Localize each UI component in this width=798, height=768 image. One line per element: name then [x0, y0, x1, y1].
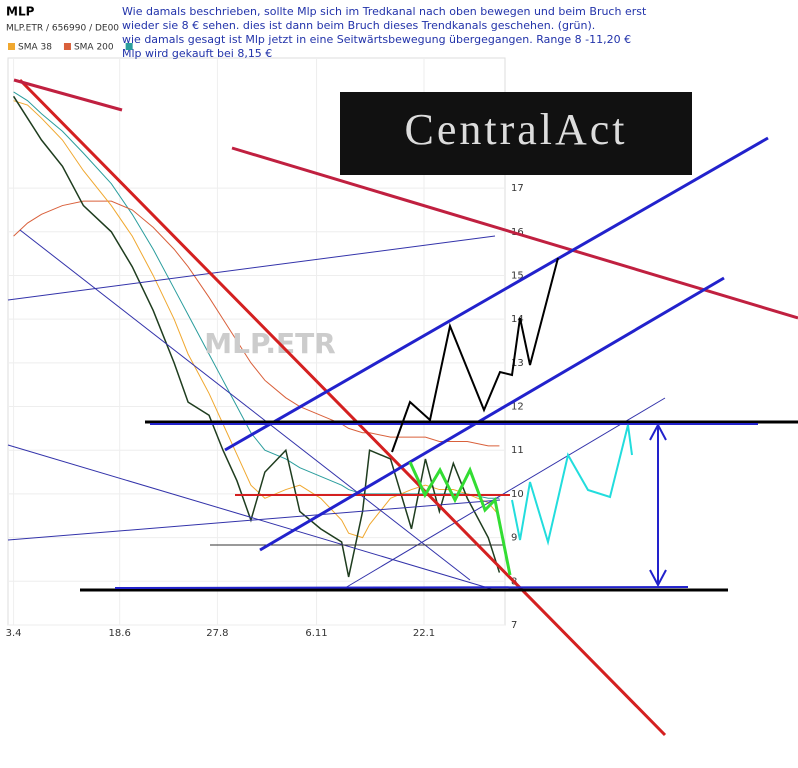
projection: [408, 461, 512, 576]
legend-swatch: [125, 43, 133, 50]
legend-label: SMA 38: [18, 43, 52, 53]
legend-label: SMA 200: [74, 43, 114, 53]
channel-line: [259, 276, 725, 552]
y-tick-label: 11: [511, 445, 524, 456]
y-tick-label: 14: [511, 314, 524, 325]
legend: SMA 38 SMA 200: [8, 43, 133, 53]
range-arrow: [649, 569, 667, 588]
x-tick-label: 22.1: [413, 628, 435, 639]
trend-line: [7, 235, 496, 301]
x-tick-label: 6.11: [305, 628, 327, 639]
series-line: [13, 200, 500, 447]
y-tick-label: 9: [511, 533, 517, 544]
trend-line: [344, 397, 666, 589]
annotation: wie damals gesagt ist Mlp jetzt in eine …: [122, 33, 631, 46]
y-tick-label: 10: [511, 489, 524, 500]
annotation: Wie damals beschrieben, sollte Mlp sich …: [122, 5, 647, 18]
logo-box: [340, 92, 692, 175]
x-tick-label: 18.6: [109, 628, 131, 639]
x-tick-label: 27.8: [206, 628, 228, 639]
projection: [511, 424, 633, 546]
annotation: Mlp wird gekauft bei 8,15 €: [122, 47, 272, 60]
chart-title: MLP: [6, 5, 35, 19]
range-arrow: [649, 422, 667, 441]
logo: CentralAct: [404, 105, 627, 154]
trend-line: [19, 229, 471, 581]
trend-line: [7, 444, 496, 591]
projection: [391, 257, 559, 453]
drawings: [7, 78, 798, 737]
series-line: [12, 95, 501, 578]
trend-line: [13, 78, 123, 112]
y-tick-label: 15: [511, 270, 524, 281]
trend-line: [7, 499, 501, 541]
annotation: wieder sie 8 € sehen. dies ist dann beim…: [122, 19, 595, 32]
y-tick-label: 13: [511, 358, 524, 369]
chart-subtitle: MLP.ETR / 656990 / DE00: [6, 24, 119, 34]
series-line: [13, 100, 500, 539]
channel-line: [224, 136, 769, 452]
legend-swatch: [63, 43, 71, 50]
legend-swatch: [8, 43, 15, 50]
support-line: [114, 586, 689, 589]
trend-line: [18, 78, 667, 737]
y-tick-label: 12: [511, 402, 524, 413]
y-tick-label: 17: [511, 183, 524, 194]
y-tick-label: 7: [511, 620, 517, 631]
x-tick-label: 3.4: [6, 628, 22, 639]
